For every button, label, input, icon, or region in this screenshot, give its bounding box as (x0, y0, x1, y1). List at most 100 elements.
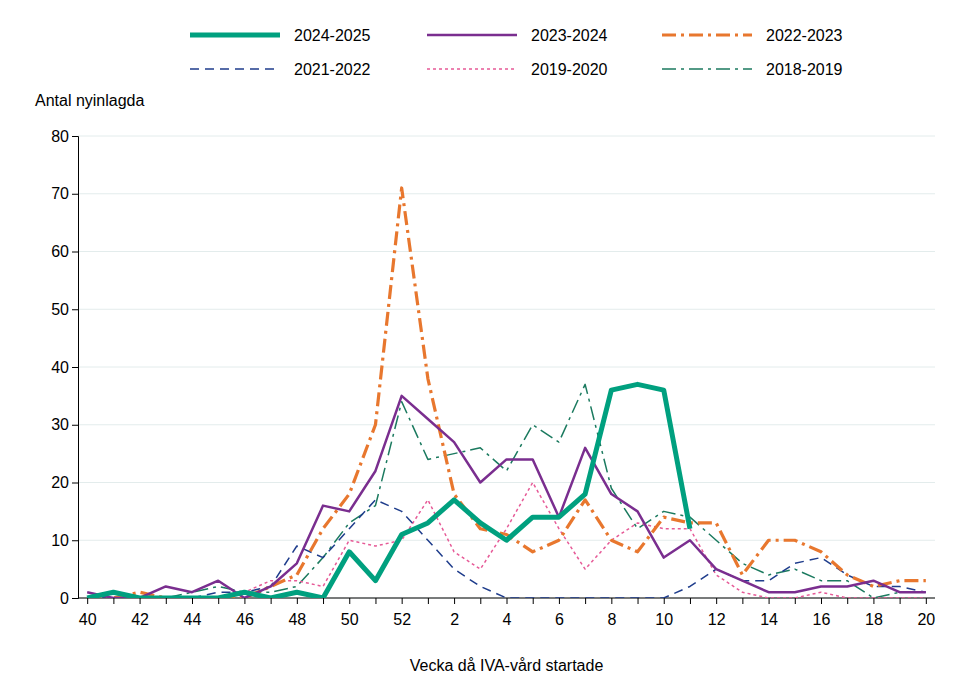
tick-mark (72, 483, 78, 484)
tick-label: 46 (236, 611, 254, 628)
tick (847, 598, 848, 604)
tick: 70 (51, 185, 78, 202)
tick (480, 598, 481, 604)
series-line (87, 188, 926, 598)
tick (690, 598, 691, 604)
tick-label: 20 (51, 474, 69, 491)
tick-mark (716, 598, 717, 604)
tick: 18 (865, 598, 883, 628)
tick-mark (480, 598, 481, 604)
legend-swatch (427, 34, 517, 37)
tick-mark (847, 598, 848, 604)
tick: 30 (51, 416, 78, 433)
tick-mark (297, 598, 298, 604)
grid-line (78, 482, 935, 483)
tick (900, 598, 901, 604)
tick: 20 (917, 598, 935, 628)
grid (78, 136, 935, 598)
tick-label: 48 (288, 611, 306, 628)
legend-swatch (190, 68, 280, 70)
tick (375, 598, 376, 604)
lines (87, 188, 926, 598)
tick-mark (900, 598, 901, 604)
tick: 40 (51, 359, 78, 376)
tick-label: 14 (760, 611, 778, 628)
legend-label: 2024-2025 (294, 27, 371, 44)
tick-mark (72, 194, 78, 195)
y-axis-title: Antal nyinlagda (35, 92, 145, 109)
grid-line (78, 424, 935, 425)
series-line (87, 396, 926, 598)
tick-mark (72, 309, 78, 310)
tick-label: 70 (51, 185, 69, 202)
tick (166, 598, 167, 604)
tick-label: 18 (865, 611, 883, 628)
legend-item: 2022-2023 (662, 27, 843, 44)
tick: 16 (813, 598, 831, 628)
tick-mark (323, 598, 324, 604)
legend-item: 2023-2024 (427, 27, 608, 44)
tick (533, 598, 534, 604)
tick-mark (611, 598, 612, 604)
tick (428, 598, 429, 604)
tick-label: 12 (708, 611, 726, 628)
tick-label: 52 (393, 611, 411, 628)
tick-label: 50 (341, 611, 359, 628)
tick (585, 598, 586, 604)
grid-line (78, 251, 935, 252)
tick: 48 (288, 598, 306, 628)
legend-item: 2024-2025 (190, 27, 371, 44)
tick-mark (533, 598, 534, 604)
tick-mark (244, 598, 245, 604)
grid-line (78, 309, 935, 310)
tick: 8 (607, 598, 616, 628)
grid-line (78, 367, 935, 368)
tick: 50 (341, 598, 359, 628)
tick: 50 (51, 301, 78, 318)
tick-mark (428, 598, 429, 604)
tick-mark (559, 598, 560, 604)
tick-mark (795, 598, 796, 604)
tick-mark (690, 598, 691, 604)
tick-label: 40 (79, 611, 97, 628)
legend-label: 2018-2019 (766, 61, 843, 78)
tick (113, 598, 114, 604)
tick: 46 (236, 598, 254, 628)
y-axis: 01020304050607080 (51, 128, 78, 607)
tick-label: 0 (60, 590, 69, 607)
tick-label: 40 (51, 359, 69, 376)
tick-mark (638, 598, 639, 604)
series-line (87, 384, 690, 598)
tick-mark (192, 598, 193, 604)
tick-label: 6 (555, 611, 564, 628)
tick: 10 (655, 598, 673, 628)
tick-label: 50 (51, 301, 69, 318)
tick (638, 598, 639, 604)
tick-mark (926, 598, 927, 604)
tick-label: 10 (655, 611, 673, 628)
tick (323, 598, 324, 604)
tick-mark (821, 598, 822, 604)
tick (271, 598, 272, 604)
x-axis: 404244464850522468101214161820 (78, 598, 935, 628)
tick-mark (166, 598, 167, 604)
legend-swatch (662, 33, 752, 36)
tick: 80 (51, 128, 78, 145)
tick: 44 (184, 598, 202, 628)
tick-label: 80 (51, 128, 69, 145)
legend-label: 2023-2024 (531, 27, 608, 44)
tick-mark (140, 598, 141, 604)
tick-mark (271, 598, 272, 604)
legend: 2024-20252023-20242022-20232021-20222019… (190, 27, 843, 78)
tick-label: 16 (813, 611, 831, 628)
tick-mark (72, 425, 78, 426)
tick-label: 8 (607, 611, 616, 628)
tick: 14 (760, 598, 778, 628)
tick: 60 (51, 243, 78, 260)
legend-label: 2022-2023 (766, 27, 843, 44)
series-line (87, 384, 926, 598)
tick-label: 60 (51, 243, 69, 260)
tick-mark (349, 598, 350, 604)
tick-mark (72, 252, 78, 253)
tick: 42 (131, 598, 149, 628)
